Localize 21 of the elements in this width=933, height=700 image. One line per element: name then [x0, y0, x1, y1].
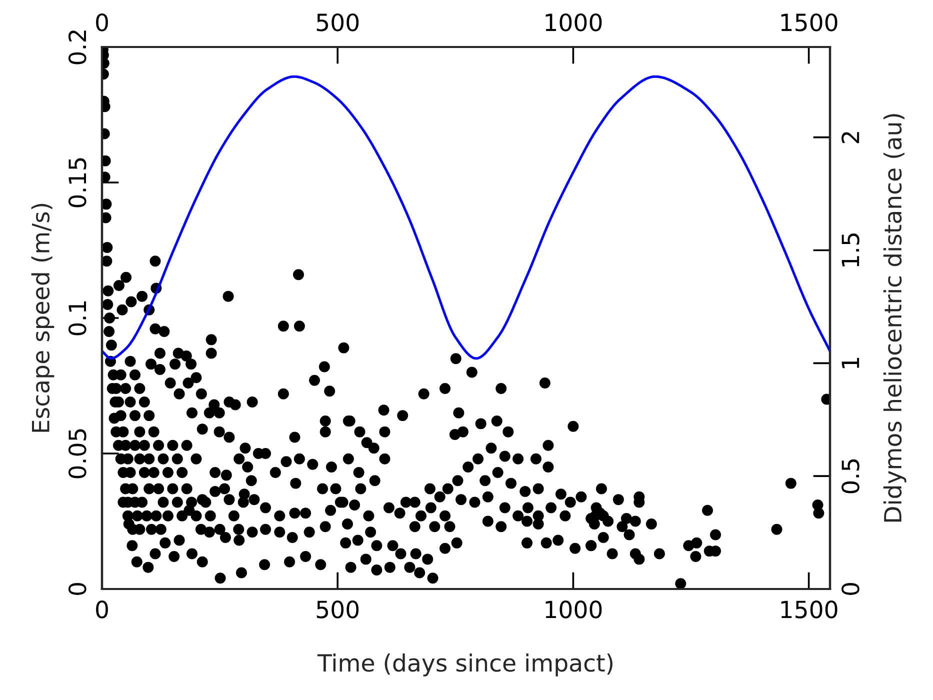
y2-tick-label: 0.5	[842, 459, 860, 494]
x2-tick-label: 0	[96, 13, 108, 32]
y2-tick-label: 1.5	[842, 234, 860, 266]
y-tick-label: 0.05	[68, 429, 86, 478]
y2-axis-title: Didymos heliocentric distance (au)	[883, 114, 906, 522]
y-tick-label: 0.2	[68, 30, 86, 64]
y2-tick-label: 2	[842, 132, 860, 144]
x-axis-title: Time (days since impact)	[317, 654, 612, 676]
y-tick-label: 0.1	[68, 301, 86, 336]
x2-tick-label: 1500	[781, 13, 838, 32]
x-tick-label: 500	[316, 600, 359, 618]
y2-tick-label: 1	[842, 358, 860, 368]
y-axis-title: Escape speed (m/s)	[31, 204, 54, 432]
x-tick-label: 1000	[546, 600, 602, 618]
y2-tick-label: 0	[842, 583, 860, 595]
y-tick-label: 0.15	[68, 158, 86, 208]
x2-tick-label: 500	[316, 13, 359, 32]
x2-tick-label: 1000	[546, 13, 602, 32]
x-tick-label: 1500	[781, 600, 838, 618]
x-tick-label: 0	[96, 600, 108, 618]
y-tick-label: 0	[68, 583, 86, 595]
